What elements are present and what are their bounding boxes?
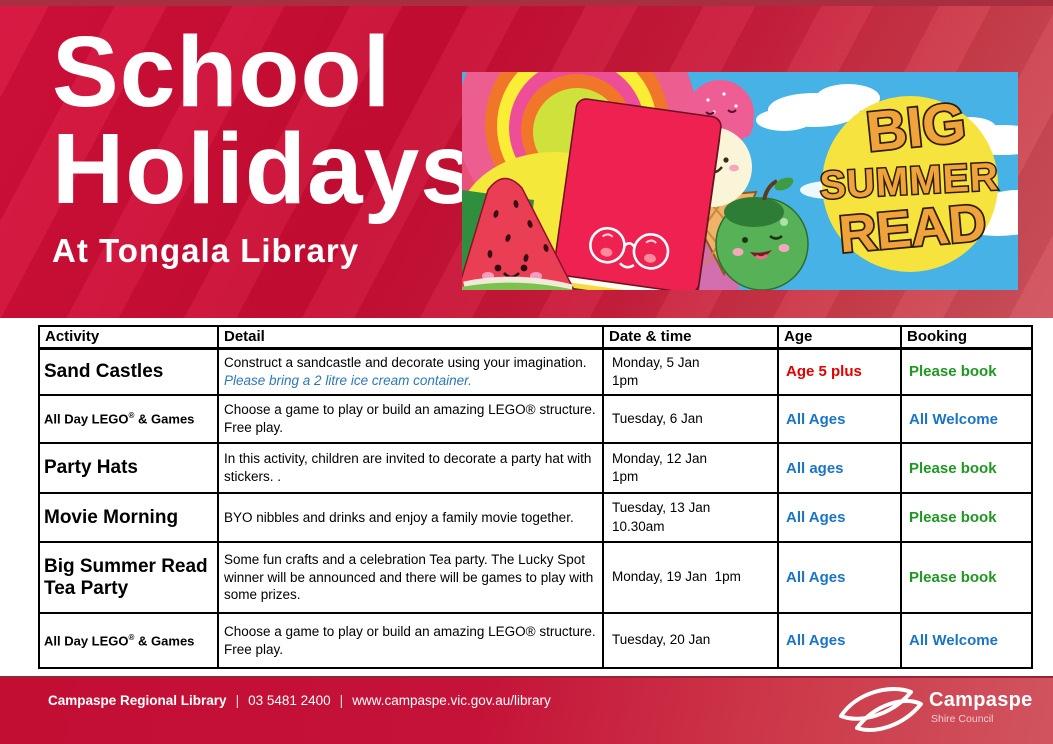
table-row: Sand Castles Construct a sandcastle and d…: [38, 347, 1033, 396]
logo-word-big: BIG: [863, 90, 969, 163]
page-title-line1: School: [52, 16, 392, 128]
column-header: Booking: [900, 325, 1033, 350]
footer-library-name: Campaspe Regional Library: [48, 693, 227, 708]
council-text-block: Campaspe Shire Council: [929, 689, 1033, 725]
activities-tbody: Sand Castles Construct a sandcastle and d…: [38, 347, 1033, 669]
big-summer-read-logo: BIG SUMMER READ: [817, 88, 1001, 266]
sun: [822, 96, 998, 272]
age-cell: All Ages: [777, 541, 902, 614]
banner-illustration-svg: BIG SUMMER READ: [462, 72, 1018, 290]
age-cell: All Ages: [777, 492, 902, 543]
apple-character: [715, 177, 809, 290]
booking-cell: Please book: [900, 442, 1033, 494]
table-row: All Day LEGO® & Games Choose a game to pl…: [38, 612, 1033, 669]
table-row: Movie Morning BYO nibbles and drinks and …: [38, 492, 1033, 543]
column-header: Date & time: [602, 325, 779, 350]
booking-cell: All Welcome: [900, 394, 1033, 444]
booking-cell: All Welcome: [900, 612, 1033, 669]
age-cell: Age 5 plus: [777, 347, 902, 396]
date-time-cell: Monday, 19 Jan 1pm: [602, 541, 779, 614]
detail-cell: BYO nibbles and drinks and enjoy a famil…: [217, 492, 604, 543]
footer-phone: 03 5481 2400: [248, 693, 331, 708]
activities-table: Activity Detail Date & time Age Booking Sand…: [38, 325, 1033, 669]
campaspe-shire-council-logo: Campaspe Shire Council: [835, 682, 1032, 738]
logo-word-read: READ: [837, 194, 989, 265]
page-subtitle: At Tongala Library: [52, 232, 360, 269]
detail-cell: Choose a game to play or build an amazin…: [217, 612, 604, 669]
activity-cell: Party Hats: [38, 442, 219, 494]
table-row: All Day LEGO® & Games Choose a game to pl…: [38, 394, 1033, 444]
logo-word-summer: SUMMER: [819, 155, 1000, 207]
column-header: Detail: [217, 325, 604, 350]
detail-cell: Construct a sandcastle and decorate usin…: [217, 347, 604, 396]
booking-cell: Please book: [900, 347, 1033, 396]
date-time-cell: Monday, 12 Jan 1pm: [602, 442, 779, 494]
footer-contact-line: Campaspe Regional Library | 03 5481 2400 | w…: [48, 693, 551, 708]
age-cell: All ages: [777, 442, 902, 494]
footer-bar: Campaspe Regional Library | 03 5481 2400 | w…: [0, 676, 1053, 744]
activity-cell: Movie Morning: [38, 492, 219, 543]
activity-cell: Big Summer Read Tea Party: [38, 541, 219, 614]
activity-cell: All Day LEGO® & Games: [38, 394, 219, 444]
title-block: School Holidays At Tongala Library: [52, 16, 477, 270]
book-character: [553, 98, 722, 290]
table-row: Big Summer Read Tea Party Some fun crafts…: [38, 541, 1033, 614]
big-summer-read-illustration: BIG SUMMER READ: [462, 72, 1018, 290]
column-header: Age: [777, 325, 902, 350]
age-cell: All Ages: [777, 612, 902, 669]
watermelon-character: [462, 177, 575, 290]
footer-website: www.campaspe.vic.gov.au/library: [352, 693, 551, 708]
date-time-cell: Tuesday, 6 Jan: [602, 394, 779, 444]
header-banner: School Holidays At Tongala Library: [0, 0, 1053, 318]
booking-cell: Please book: [900, 492, 1033, 543]
header-top-strip: [0, 0, 1053, 6]
date-time-cell: Monday, 5 Jan 1pm: [602, 347, 779, 396]
table-header-row: Activity Detail Date & time Age Booking: [38, 325, 1033, 350]
activity-cell: Sand Castles: [38, 347, 219, 396]
page-title-line2: Holidays: [52, 113, 477, 225]
council-subtitle: Shire Council: [931, 713, 994, 725]
detail-cell: Some fun crafts and a celebration Tea pa…: [217, 541, 604, 614]
table-row: Party Hats In this activity, children are…: [38, 442, 1033, 494]
date-time-cell: Tuesday, 13 Jan 10.30am: [602, 492, 779, 543]
council-swirl-icon: [839, 687, 923, 732]
detail-cell: In this activity, children are invited t…: [217, 442, 604, 494]
detail-cell: Choose a game to play or build an amazin…: [217, 394, 604, 444]
activity-cell: All Day LEGO® & Games: [38, 612, 219, 669]
date-time-cell: Tuesday, 20 Jan: [602, 612, 779, 669]
age-cell: All Ages: [777, 394, 902, 444]
activities-table-section: Activity Detail Date & time Age Booking Sand…: [38, 325, 1033, 669]
footer-separator: |: [339, 693, 344, 708]
column-header: Activity: [38, 325, 219, 350]
council-name: Campaspe: [929, 689, 1033, 711]
booking-cell: Please book: [900, 541, 1033, 614]
footer-separator: |: [235, 693, 240, 708]
